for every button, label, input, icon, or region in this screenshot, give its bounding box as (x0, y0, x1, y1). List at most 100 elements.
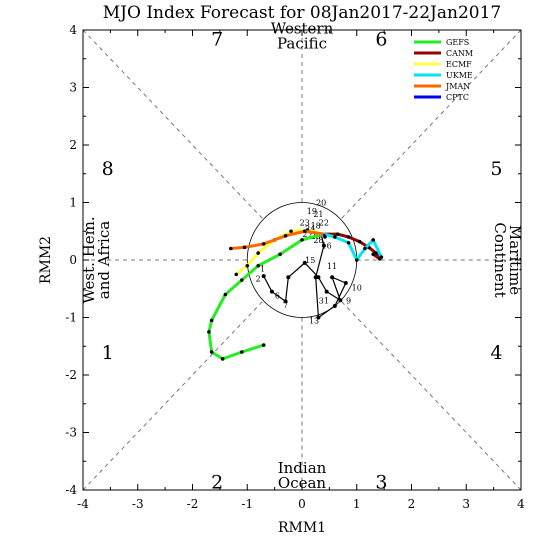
series-point-gefs (261, 343, 266, 347)
observed-point (286, 275, 291, 280)
series-point-ecmf (289, 229, 293, 234)
series-point-ecmf (245, 263, 250, 268)
series-point-canm (357, 239, 362, 244)
x-tick-label: -3 (132, 497, 144, 511)
observed-day-label: 9 (346, 296, 351, 305)
phase-number: 5 (490, 158, 502, 180)
region-label: Indian Ocean (278, 459, 327, 492)
region-label-line: Western (271, 19, 334, 37)
region-label: Western Pacific (271, 19, 334, 52)
y-tick-label: 3 (69, 81, 77, 95)
x-tick-label: 4 (517, 497, 525, 511)
observed-day-label: 7 (283, 301, 288, 310)
series-point-ecmf (234, 272, 239, 277)
observed-day-label: 28 (313, 236, 323, 245)
series-point-ukme (379, 255, 384, 259)
series-point-gefs (239, 278, 244, 282)
region-label: MaritimeContinent (491, 222, 524, 297)
legend-label-canm: CANM (446, 49, 473, 58)
phase-number: 2 (211, 471, 223, 493)
x-tick-label: 2 (408, 497, 416, 511)
observed-day-label: 22 (319, 219, 329, 228)
series-point-canm (371, 252, 375, 257)
observed-point (316, 315, 321, 320)
observed-day-label: 13 (309, 316, 319, 325)
series-point-canm (346, 235, 351, 239)
phase-number: 7 (211, 29, 223, 51)
observed-day-label: 11 (327, 262, 337, 271)
observed-point (302, 260, 307, 265)
y-tick-label: 2 (69, 138, 77, 152)
observed-point (330, 275, 335, 280)
series-point-jman (302, 229, 307, 234)
series-point-ecmf (256, 251, 261, 255)
series-point-cptc (323, 235, 327, 239)
observed-day-label: 20 (316, 199, 326, 208)
series-point-jman (261, 242, 266, 246)
series-point-gefs (278, 252, 282, 257)
series-point-jman (283, 234, 288, 238)
y-tick-label: 0 (69, 253, 77, 267)
series-point-ukme (354, 258, 359, 262)
legend-label-ukme: UKME (446, 71, 473, 80)
observed-day-label: 19 (307, 207, 317, 216)
x-tick-label: -4 (77, 497, 89, 511)
legend: GEFS CANM ECMF UKME JMAN CPTC (414, 38, 473, 102)
observed-point (316, 275, 321, 280)
series-point-ukme (371, 238, 375, 242)
legend-label-cptc: CPTC (446, 93, 469, 102)
series-point-ukme (363, 246, 367, 251)
observed-day-label: 23 (300, 219, 310, 228)
region-label-line: Ocean (278, 474, 327, 492)
observed-day-label: 6 (275, 292, 280, 301)
phase-number: 6 (375, 29, 387, 51)
observed-point (324, 289, 329, 294)
series-point-gefs (256, 263, 261, 268)
series-point-gefs (209, 318, 214, 323)
legend-label-jman: JMAN (445, 82, 470, 91)
series-point-jman (229, 246, 233, 251)
series-point-gefs (207, 330, 211, 334)
y-tick-label: -2 (65, 368, 77, 382)
series-point-ukme (346, 240, 351, 245)
observed-day-label: 21 (313, 210, 323, 219)
observed-day-label: 24 (305, 224, 315, 233)
phase-number: 4 (490, 342, 502, 364)
y-tick-label: 1 (69, 196, 77, 210)
chart-title: MJO Index Forecast for 08Jan2017-22Jan20… (103, 3, 501, 23)
series-point-gefs (223, 292, 228, 297)
region-label-line: West. Hem. (80, 216, 98, 303)
y-axis-label: RMM2 (38, 236, 54, 284)
observed-day-label: 27 (302, 230, 312, 239)
series-point-gefs (209, 350, 214, 354)
region-label-line: Continent (491, 222, 509, 297)
observed-point (338, 298, 343, 303)
x-tick-label: -1 (241, 497, 253, 511)
y-tick-label: -4 (65, 483, 77, 497)
observed-day-label: 15 (305, 256, 315, 265)
observed-day-label: 18 (311, 222, 321, 231)
phase-number: 3 (375, 471, 387, 493)
series-line-jman (230, 229, 325, 250)
series-point-gefs (220, 357, 225, 361)
series-point-jman (242, 245, 247, 250)
y-tick-label: 4 (69, 23, 77, 37)
region-label: West. Hem.and Africa (80, 216, 113, 303)
region-label-line: and Africa (95, 221, 113, 299)
series-point-canm (335, 232, 340, 236)
series-point-gefs (300, 238, 304, 242)
phase-number: 1 (102, 342, 114, 364)
observed-day-label: 2 (256, 274, 261, 283)
x-tick-label: 1 (353, 497, 361, 511)
observed-point (321, 243, 326, 248)
series-line-gefs (207, 232, 325, 361)
diagonal-guide-bottom-right (340, 300, 522, 491)
observed-point (261, 274, 266, 279)
series-point-canm (374, 251, 378, 255)
observed-point (283, 299, 288, 304)
observed-day-label: 10 (352, 284, 362, 293)
series-point-gefs (239, 350, 244, 354)
diagonal-guide-top-right (340, 29, 522, 220)
y-tick-label: -1 (65, 311, 77, 325)
